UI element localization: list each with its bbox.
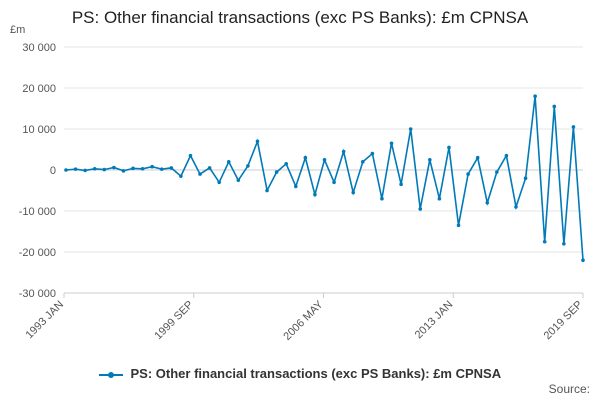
- y-tick-label: -30 000: [19, 288, 56, 300]
- data-point: [188, 153, 193, 158]
- data-point: [150, 164, 154, 169]
- data-point: [389, 141, 394, 146]
- data-point: [255, 139, 260, 144]
- x-tick-label: 2013 JAN: [413, 299, 456, 342]
- data-point: [437, 196, 442, 201]
- data-point: [514, 205, 518, 209]
- data-point: [485, 201, 490, 205]
- x-tick-label: 1999 SEP: [152, 299, 196, 343]
- data-point: [293, 184, 298, 189]
- data-point: [399, 182, 403, 187]
- data-point: [207, 166, 212, 170]
- source-label: Source:: [548, 382, 590, 396]
- y-tick-label: 20 000: [22, 83, 56, 95]
- grid-lines: [64, 46, 583, 294]
- series-line: [64, 94, 585, 263]
- data-point: [380, 196, 384, 201]
- x-tick-labels: 1993 JAN 1999 SEP 2006 MAY 2013 JAN 2019 SEP: [23, 293, 585, 343]
- data-point: [571, 125, 576, 129]
- data-point: [408, 127, 413, 131]
- data-point: [475, 155, 480, 160]
- x-tick-label: 1993 JAN: [23, 299, 66, 342]
- data-point: [159, 167, 164, 171]
- data-point: [351, 190, 356, 195]
- data-point: [265, 188, 269, 193]
- data-point: [542, 239, 547, 244]
- data-point: [456, 223, 461, 228]
- data-point: [179, 174, 183, 178]
- y-tick-label: 10 000: [22, 124, 56, 136]
- data-point: [246, 164, 250, 168]
- data-point: [198, 172, 202, 176]
- data-point: [322, 157, 327, 162]
- data-point: [83, 168, 87, 173]
- data-point: [447, 145, 451, 150]
- data-point: [226, 160, 231, 164]
- data-point: [360, 160, 365, 164]
- data-point: [370, 151, 375, 156]
- chart-title: PS: Other financial transactions (exc PS…: [71, 8, 529, 27]
- data-point: [332, 180, 336, 185]
- data-point: [581, 258, 585, 263]
- legend-swatch-icon: [98, 370, 123, 380]
- y-tick-label: -20 000: [19, 247, 56, 259]
- data-point: [303, 155, 308, 160]
- x-tick-label: 2019 SEP: [542, 299, 586, 343]
- data-point: [495, 170, 499, 174]
- x-tick-label: 2006 MAY: [281, 298, 326, 343]
- data-point: [64, 168, 68, 172]
- data-point: [562, 242, 566, 246]
- legend-entry-label: PS: Other financial transactions (exc PS…: [130, 366, 502, 381]
- y-tick-label: 30 000: [22, 42, 56, 54]
- y-tick-label: 0: [50, 165, 56, 177]
- data-point: [504, 153, 509, 158]
- y-tick-labels: 30 000 20 000 10 000 0 -10 000 -20 000 -30 000: [19, 42, 56, 300]
- data-point: [533, 94, 537, 98]
- data-point: [552, 104, 557, 109]
- data-point: [274, 170, 279, 174]
- data-point: [169, 166, 174, 170]
- data-point: [236, 178, 241, 183]
- series-line-path: [65, 96, 584, 261]
- data-point: [140, 166, 145, 171]
- data-point: [313, 192, 317, 197]
- data-point: [217, 180, 221, 185]
- data-point: [73, 167, 78, 171]
- data-point: [131, 166, 135, 171]
- data-point: [418, 207, 423, 211]
- data-point: [112, 165, 116, 170]
- y-tick-label: -10 000: [19, 206, 56, 218]
- data-point: [284, 162, 289, 166]
- legend[interactable]: PS: Other financial transactions (exc PS…: [0, 366, 600, 381]
- data-point: [428, 157, 432, 162]
- data-point: [466, 172, 470, 176]
- data-point: [341, 149, 346, 154]
- data-point: [92, 166, 97, 171]
- data-point: [102, 167, 107, 172]
- y-axis-label: £m: [10, 24, 25, 36]
- data-point: [523, 176, 528, 180]
- data-point: [121, 169, 126, 173]
